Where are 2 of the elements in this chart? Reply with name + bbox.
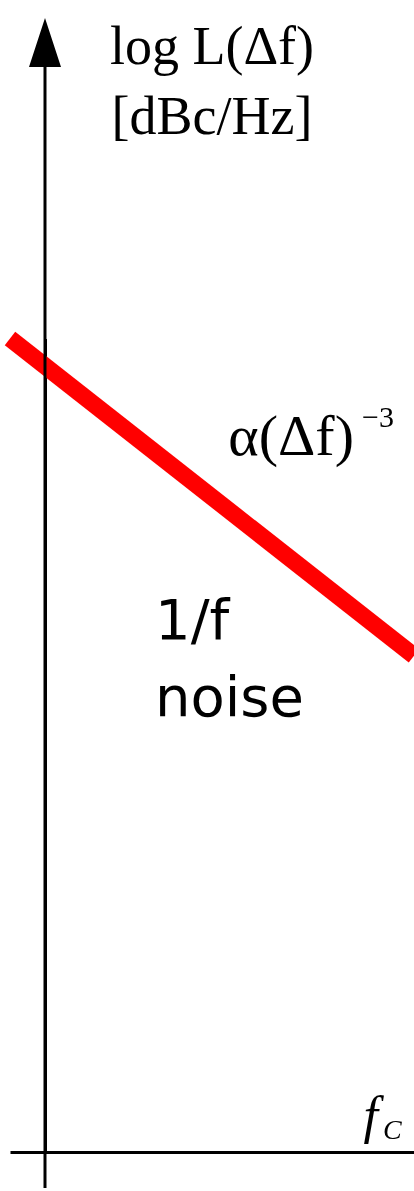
- annotation: 1/f noise: [155, 587, 304, 729]
- y-axis-title: log L(Δf) [dBc/Hz]: [109, 16, 315, 146]
